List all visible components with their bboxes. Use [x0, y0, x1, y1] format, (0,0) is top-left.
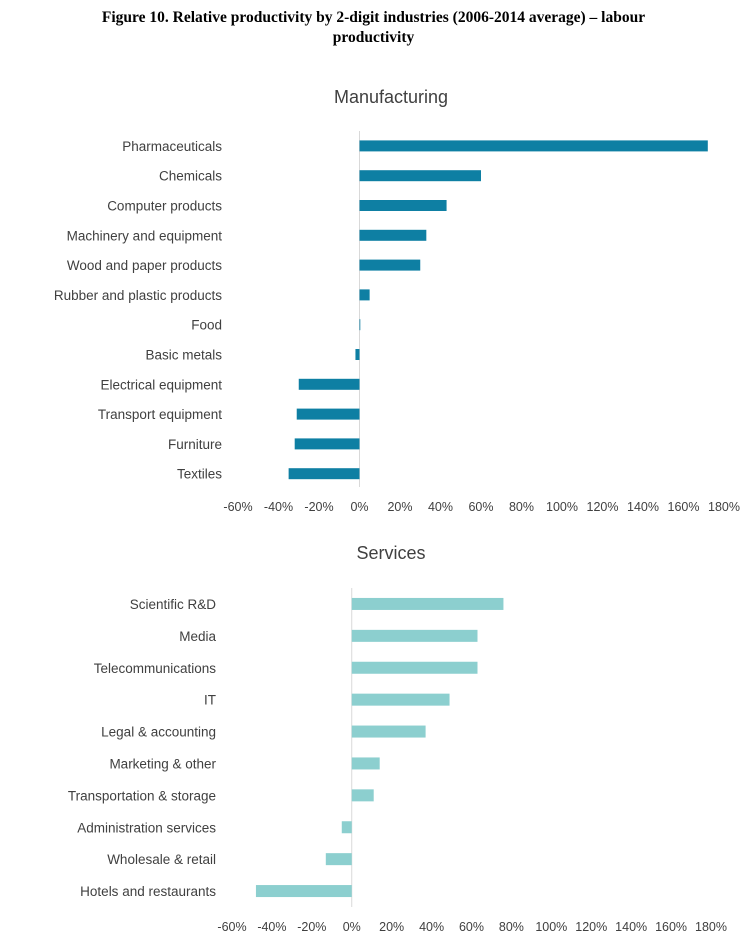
services-tick-label-9: 120% — [575, 920, 607, 934]
services-bar-transportation-and-storage — [351, 789, 374, 802]
services-tick-label-12: 180% — [695, 920, 727, 934]
manufacturing-category-label-computer-products: Computer products — [107, 199, 222, 214]
services-tick-label-7: 80% — [499, 920, 524, 934]
services-bar-wholesale-and-retail — [325, 853, 352, 866]
services-bar-administration-services — [341, 821, 352, 834]
manufacturing-tick-label-7: 80% — [509, 500, 534, 514]
services-bar-marketing-and-other — [351, 757, 380, 770]
manufacturing-category-label-food: Food — [191, 318, 222, 333]
manufacturing-bar-transport-equipment — [296, 408, 360, 420]
services-bar-hotels-and-restaurants — [255, 885, 352, 898]
services-category-label-media: Media — [179, 629, 216, 644]
manufacturing-bar-textiles — [288, 468, 360, 480]
services-category-label-hotels-and-restaurants: Hotels and restaurants — [80, 884, 216, 899]
services-tick-label-2: -20% — [297, 920, 326, 934]
manufacturing-category-label-pharmaceuticals: Pharmaceuticals — [122, 139, 222, 154]
services-tick-label-0: -60% — [217, 920, 246, 934]
manufacturing-bar-basic-metals — [355, 349, 360, 360]
manufacturing-bar-wood-and-paper-products — [359, 259, 421, 271]
services-bar-legal-and-accounting — [351, 725, 426, 738]
manufacturing-chart-title: Manufacturing — [334, 87, 448, 107]
manufacturing-category-label-basic-metals: Basic metals — [145, 348, 222, 363]
manufacturing-tick-label-0: -60% — [223, 500, 252, 514]
manufacturing-category-label-rubber-and-plastic-products: Rubber and plastic products — [54, 288, 222, 303]
manufacturing-bar-chemicals — [359, 170, 481, 182]
manufacturing-bar-furniture — [294, 438, 360, 450]
manufacturing-category-label-chemicals: Chemicals — [159, 169, 222, 184]
manufacturing-bar-computer-products — [359, 200, 447, 211]
services-category-label-wholesale-and-retail: Wholesale & retail — [107, 852, 216, 867]
services-category-label-telecommunications: Telecommunications — [94, 661, 217, 676]
manufacturing-tick-label-2: -20% — [304, 500, 333, 514]
manufacturing-tick-label-9: 120% — [587, 500, 619, 514]
figure-title: Figure 10. Relative productivity by 2-di… — [0, 8, 747, 48]
manufacturing-bar-food — [359, 319, 361, 331]
manufacturing-bar-pharmaceuticals — [359, 140, 708, 152]
manufacturing-bar-machinery-and-equipment — [359, 229, 427, 241]
services-category-label-transportation-and-storage: Transportation & storage — [68, 788, 216, 803]
services-tick-label-4: 20% — [379, 920, 404, 934]
manufacturing-tick-label-4: 20% — [387, 500, 412, 514]
services-bar-telecommunications — [351, 661, 478, 674]
manufacturing-tick-label-5: 40% — [428, 500, 453, 514]
figure-title-line-1: Figure 10. Relative productivity by 2-di… — [101, 9, 646, 26]
services-chart-title: Services — [356, 543, 425, 563]
manufacturing-category-label-electrical-equipment: Electrical equipment — [100, 377, 222, 392]
services-tick-label-5: 40% — [419, 920, 444, 934]
services-tick-label-10: 140% — [615, 920, 647, 934]
services-category-label-legal-and-accounting: Legal & accounting — [101, 725, 216, 740]
manufacturing-tick-label-8: 100% — [546, 500, 578, 514]
manufacturing-category-label-wood-and-paper-products: Wood and paper products — [67, 258, 222, 273]
manufacturing-tick-label-1: -40% — [264, 500, 293, 514]
manufacturing-category-label-transport-equipment: Transport equipment — [98, 407, 222, 422]
manufacturing-bar-rubber-and-plastic-products — [359, 289, 370, 301]
services-bar-scientific-randd — [351, 597, 504, 610]
manufacturing-tick-label-3: 0% — [350, 500, 368, 514]
manufacturing-tick-label-11: 160% — [668, 500, 700, 514]
manufacturing-tick-label-6: 60% — [468, 500, 493, 514]
services-category-label-it: IT — [204, 693, 216, 708]
services-category-label-marketing-and-other: Marketing & other — [109, 756, 216, 771]
services-category-label-administration-services: Administration services — [77, 820, 216, 835]
services-tick-label-11: 160% — [655, 920, 687, 934]
services-tick-label-3: 0% — [343, 920, 361, 934]
figure-title-line-2: productivity — [332, 29, 415, 46]
services-bar-it — [351, 693, 450, 706]
services-category-label-scientific-randd: Scientific R&D — [130, 597, 217, 612]
manufacturing-category-label-textiles: Textiles — [177, 467, 222, 482]
services-bar-media — [351, 629, 478, 642]
manufacturing-bar-electrical-equipment — [298, 378, 360, 390]
services-tick-label-1: -40% — [257, 920, 286, 934]
manufacturing-category-label-machinery-and-equipment: Machinery and equipment — [67, 228, 223, 243]
manufacturing-tick-label-10: 140% — [627, 500, 659, 514]
manufacturing-tick-label-12: 180% — [708, 500, 740, 514]
manufacturing-category-label-furniture: Furniture — [168, 437, 222, 452]
services-tick-label-8: 100% — [535, 920, 567, 934]
services-tick-label-6: 60% — [459, 920, 484, 934]
